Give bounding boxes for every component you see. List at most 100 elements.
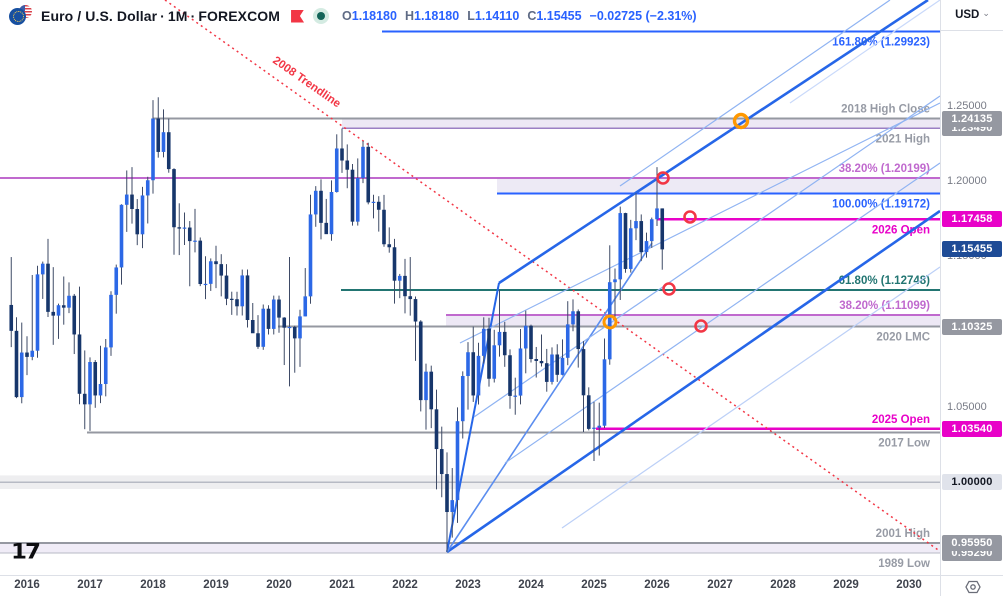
candle-body <box>397 275 402 281</box>
candle-body <box>198 240 203 285</box>
price-badge-0.95950: 0.95950 <box>942 535 1002 552</box>
candle-body <box>607 282 612 360</box>
candle-body <box>618 213 623 280</box>
chart-canvas[interactable]: 161.80% (1.29923) 2018 High Close 2021 Hig… <box>0 0 940 575</box>
candle-body <box>387 244 392 248</box>
candle-body <box>581 349 586 396</box>
target-circle-red-4[interactable] <box>694 319 708 333</box>
tradingview-logo[interactable]: 17 <box>11 540 41 564</box>
candle-body <box>177 227 182 229</box>
candle-body <box>298 316 302 339</box>
target-circle-orange-1[interactable] <box>602 314 618 330</box>
high-value: H1.18180 <box>404 9 460 23</box>
candle-body <box>518 348 523 396</box>
time-axis[interactable]: 2016 2017 2018 2019 2020 2021 2022 2023 2024 2025… <box>0 575 940 596</box>
change-value: −0.02725 (−2.31%) <box>589 9 697 23</box>
target-circle-red-2[interactable] <box>683 210 697 224</box>
channel-upper[interactable] <box>498 0 929 285</box>
candle-body <box>434 409 439 450</box>
candle-body <box>376 201 381 210</box>
candle-body <box>324 222 329 235</box>
channel-thin-3[interactable] <box>504 162 940 464</box>
market-status-dot-icon[interactable] <box>313 8 330 24</box>
candle-body <box>639 221 644 253</box>
candle-body <box>261 308 266 347</box>
exchange-label[interactable]: FOREXCOM <box>198 8 281 24</box>
candle-body <box>282 317 287 328</box>
target-circle-red-1[interactable] <box>656 171 670 185</box>
channel-thin-corner[interactable] <box>789 0 940 104</box>
year-label-2017: 2017 <box>77 579 103 591</box>
year-label-2026: 2026 <box>644 579 670 591</box>
candle-body <box>193 240 197 242</box>
candle-body <box>408 296 413 300</box>
candle-body <box>534 359 539 361</box>
price-tick: 1.25000 <box>947 99 987 112</box>
price-badge-1.24135: 1.24135 <box>942 110 1002 127</box>
price-badge-1.10325: 1.10325 <box>942 318 1002 335</box>
year-label-2016: 2016 <box>14 579 40 591</box>
candle-body <box>355 177 360 222</box>
target-circle-orange-2[interactable] <box>732 112 750 130</box>
candle-body <box>586 395 591 429</box>
red-flag-marker-icon[interactable] <box>291 9 305 23</box>
trendline-2008[interactable] <box>164 0 940 557</box>
eur-usd-pair-icon <box>8 5 34 27</box>
candle-body <box>560 357 565 375</box>
currency-dropdown[interactable]: USD ⌄ <box>941 0 1003 31</box>
candle-body <box>25 352 29 357</box>
symbol-name[interactable]: Euro / U.S. Dollar <box>41 8 158 24</box>
low-value: L1.14110 <box>467 9 520 23</box>
candles-group <box>9 97 665 553</box>
candle-body <box>235 299 239 307</box>
candle-body <box>271 299 276 329</box>
candle-body <box>313 190 318 215</box>
candle-body <box>303 296 308 317</box>
band-1p20-resistance <box>497 178 940 194</box>
candle-body <box>319 190 323 223</box>
year-label-2018: 2018 <box>140 579 166 591</box>
candle-body <box>229 298 234 300</box>
year-label-2021: 2021 <box>329 579 355 591</box>
channel-thin-2[interactable] <box>473 95 940 418</box>
line-2025-open-label: 2025 Open <box>872 414 930 426</box>
channel-thin-upper[interactable] <box>619 0 891 187</box>
year-label-2020: 2020 <box>266 579 292 591</box>
candle-body <box>539 360 544 364</box>
candle-body <box>35 274 40 351</box>
channel-lower[interactable] <box>446 209 940 554</box>
trendline-2008-label: 2008 Trendline <box>270 55 342 111</box>
price-scale-settings-icon[interactable] <box>964 579 981 595</box>
price-tick: 1.20000 <box>947 175 987 187</box>
candle-body <box>634 221 638 229</box>
channel-mid-thin[interactable] <box>459 102 940 344</box>
fib-161-80-label: 161.80% (1.29923) <box>832 37 930 49</box>
candle-body <box>219 264 224 276</box>
candle-body <box>266 308 271 329</box>
candle-body <box>350 169 355 222</box>
candle-body <box>277 299 281 318</box>
candle-body <box>334 148 339 192</box>
interval-label[interactable]: 1M <box>167 8 188 24</box>
target-circle-red-3[interactable] <box>662 282 676 296</box>
median-steep[interactable] <box>446 242 653 553</box>
candle-body <box>660 208 665 250</box>
candle-body <box>544 363 549 382</box>
year-label-2029: 2029 <box>833 579 859 591</box>
candle-body <box>103 347 108 385</box>
channel-thin-4[interactable] <box>561 266 940 529</box>
candle-body <box>502 331 507 356</box>
candle-body <box>151 118 155 181</box>
chevron-down-icon: ⌄ <box>982 8 990 18</box>
candle-body <box>77 334 82 394</box>
candlestick-chart[interactable]: 161.80% (1.29923) 2018 High Close 2021 Hig… <box>0 0 940 575</box>
candle-body <box>555 354 560 375</box>
symbol-title[interactable]: Euro / U.S. Dollar · 1M · FOREXCOM <box>41 8 281 24</box>
price-axis[interactable]: USD ⌄ 1.250001.200001.150001.100001.0500… <box>940 0 1003 575</box>
candle-body <box>245 275 250 321</box>
candle-body <box>529 325 533 360</box>
candle-body <box>14 330 19 398</box>
price-tick: 1.05000 <box>947 400 987 413</box>
candle-body <box>445 474 449 513</box>
candle-body <box>119 204 124 268</box>
